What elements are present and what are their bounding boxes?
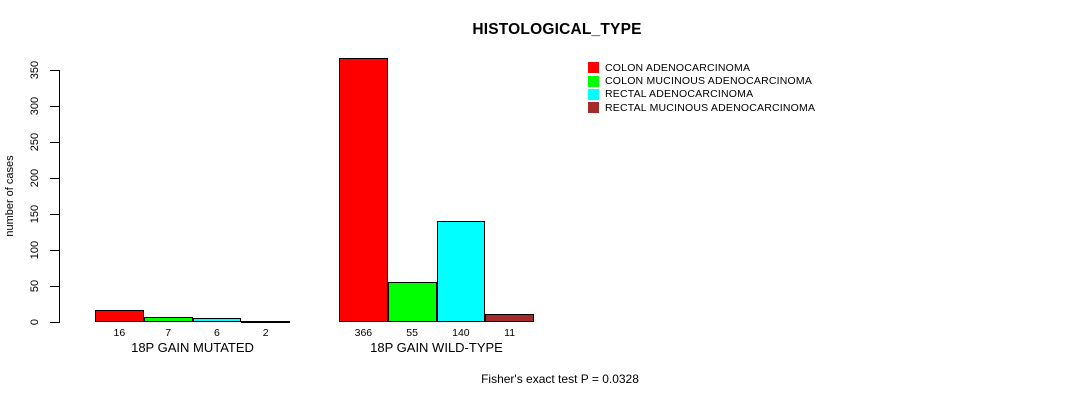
y-axis-tick [50,214,59,215]
legend-label: RECTAL ADENOCARCINOMA [605,88,754,101]
legend-item: COLON ADENOCARCINOMA [588,61,815,74]
legend-color-swatch [588,62,599,74]
legend: COLON ADENOCARCINOMA COLON MUCINOUS ADENO… [588,61,815,115]
bar-value-label: 366 [354,327,373,339]
bar-colon-mucinous-adenocarcinoma [387,282,437,322]
y-axis-tick-label: 50 [29,279,41,293]
y-axis-tick [50,178,59,179]
bar-colon-adenocarcinoma [95,310,144,322]
y-axis-line [59,70,60,323]
y-axis-tick [50,322,59,323]
bar-colon-mucinous-adenocarcinoma [143,316,193,322]
x-axis-group-label: 18P GAIN MUTATED [131,340,254,355]
bar-colon-adenocarcinoma [339,58,388,322]
bar-value-label: 55 [406,327,418,339]
y-axis-tick-label: 300 [29,96,41,116]
y-axis-tick [50,142,59,143]
legend-label: RECTAL MUCINOUS ADENOCARCINOMA [605,101,816,114]
bar-value-label: 140 [452,327,470,339]
legend-label: COLON ADENOCARCINOMA [605,61,751,74]
bar-rectal-adenocarcinoma [436,221,486,322]
y-axis-tick [50,250,59,251]
legend-item: RECTAL MUCINOUS ADENOCARCINOMA [588,101,815,114]
y-axis-tick [50,106,59,107]
y-axis-tick-label: 200 [29,168,41,188]
legend-color-swatch [588,75,599,87]
fisher-test-annotation: Fisher's exact test P = 0.0328 [481,372,639,386]
legend-item: COLON MUCINOUS ADENOCARCINOMA [588,74,815,87]
y-axis-label: number of cases [4,155,16,237]
chart-title: HISTOLOGICAL_TYPE [472,21,642,38]
bar-value-label: 11 [504,327,516,339]
y-axis-tick-label: 0 [29,318,41,326]
y-axis-tick-label: 100 [29,240,41,260]
legend-color-swatch [588,102,599,114]
legend-color-swatch [588,88,599,100]
y-axis-tick-label: 150 [29,204,41,224]
legend-item: RECTAL ADENOCARCINOMA [588,88,815,101]
y-axis-tick-label: 250 [29,132,41,152]
y-axis-tick [50,70,59,71]
legend-label: COLON MUCINOUS ADENOCARCINOMA [605,75,813,88]
bar-rectal-mucinous-adenocarcinoma [485,314,534,322]
bar-value-label: 6 [213,327,220,339]
y-axis-tick-label: 350 [29,60,41,80]
bar-value-label: 2 [262,327,269,339]
bar-rectal-mucinous-adenocarcinoma [241,320,290,323]
bar-rectal-adenocarcinoma [192,317,242,322]
bar-value-label: 16 [113,327,126,339]
x-axis-group-label: 18P GAIN WILD-TYPE [370,340,503,355]
bar-value-label: 7 [165,327,172,339]
y-axis-tick [50,286,59,287]
